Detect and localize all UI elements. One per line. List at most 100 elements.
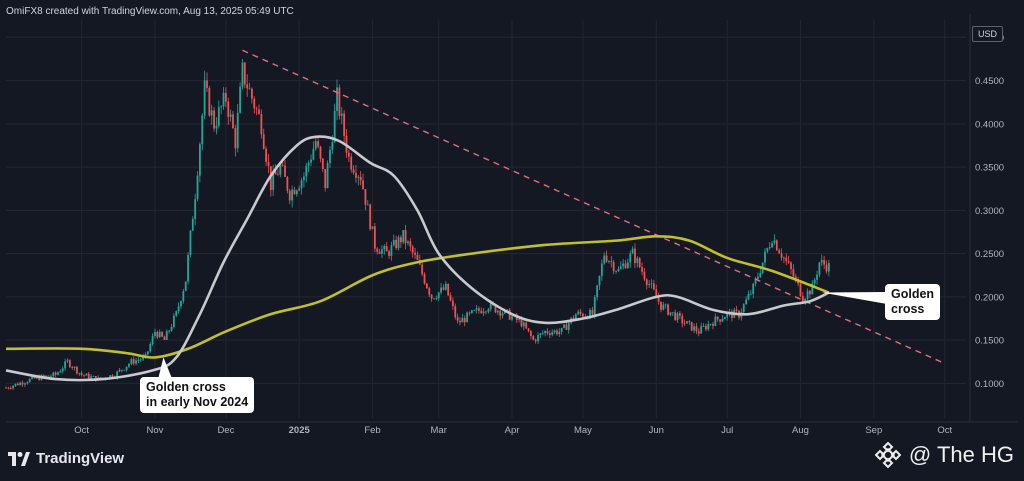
candle-body (371, 226, 374, 230)
candle-body (742, 304, 745, 313)
candle-body (366, 204, 369, 206)
candle-body (608, 261, 610, 263)
watermark-text: @ The HG (908, 442, 1014, 467)
candle-body (9, 388, 12, 390)
candle-body (487, 309, 490, 312)
candle-body (116, 371, 119, 378)
candle-body (24, 383, 26, 385)
candle-body (229, 114, 232, 117)
slow-moving-average-line (5, 235, 830, 359)
candle-body (303, 176, 305, 181)
candle-body (735, 309, 738, 311)
candle-body (196, 175, 199, 200)
candle-body (258, 109, 260, 114)
candle-body (78, 372, 81, 374)
candle-body (556, 330, 558, 335)
currency-label[interactable]: USD (972, 26, 1004, 42)
candle-body (364, 189, 367, 205)
candle-body (340, 113, 343, 116)
tradingview-brand[interactable]: TradingView (8, 450, 124, 467)
candle-body (764, 251, 766, 263)
candle-body (125, 366, 128, 370)
candle-body (790, 262, 792, 270)
candle-body (801, 296, 804, 302)
candle-body (128, 364, 130, 367)
candle-body (286, 176, 289, 191)
candle-body (577, 311, 580, 315)
golden-cross-callout-right: Golden cross (885, 284, 941, 320)
candle-body (376, 248, 379, 252)
candle-body (785, 257, 788, 262)
diamond-logo-icon (874, 442, 901, 468)
x-tick-label: Dec (217, 425, 234, 436)
candle-body (645, 279, 648, 286)
candle-body (707, 324, 710, 330)
candle-body (757, 276, 759, 279)
candle-body (768, 247, 771, 249)
callout-right-pointer (821, 292, 887, 304)
candle-body (629, 253, 632, 263)
candle-body (466, 312, 468, 323)
candle-body (522, 322, 525, 327)
candle-body (331, 142, 334, 150)
candle-body (80, 372, 83, 375)
candle-body (300, 180, 303, 189)
candle-body (553, 330, 556, 333)
candle-body (709, 324, 712, 325)
candle-body (669, 312, 672, 315)
candle-body (357, 176, 360, 178)
candle-body (624, 263, 627, 269)
candle-body (428, 288, 431, 295)
candle-body (447, 283, 450, 296)
candle-body (47, 375, 50, 377)
candle-body (783, 257, 785, 259)
candle-body (652, 283, 655, 290)
callout-left-pointer (157, 357, 174, 382)
candle-body (582, 313, 584, 317)
candle-body (690, 321, 693, 331)
x-tick-label: Apr (505, 425, 520, 436)
candle-body (766, 248, 769, 252)
candle-body (425, 283, 428, 289)
candle-body (201, 115, 204, 145)
candle-body (411, 246, 414, 253)
candle-body (433, 298, 435, 300)
candle-body (615, 271, 617, 272)
candle-body (175, 311, 178, 316)
candle-body (596, 285, 599, 298)
candle-body (430, 294, 433, 299)
candle-body (506, 309, 509, 311)
candle-body (511, 316, 513, 320)
x-tick-label: Mar (431, 425, 447, 436)
candle-body (324, 169, 327, 189)
candle-body (33, 376, 36, 379)
candle-body (667, 304, 669, 315)
candle-body (241, 62, 244, 87)
candle-body (314, 141, 317, 149)
candle-body (293, 189, 296, 195)
candle-body (26, 382, 29, 384)
candle-body (168, 330, 171, 332)
callout-pointers (157, 292, 887, 382)
candle-body (343, 113, 346, 136)
candle-body (530, 331, 532, 337)
candle-body (76, 366, 78, 374)
candle-body (525, 322, 528, 329)
candle-body (54, 372, 57, 375)
candle-body (714, 316, 717, 326)
candle-body (558, 331, 561, 335)
candle-body (825, 264, 828, 272)
candle-body (723, 317, 726, 320)
candle-body (688, 321, 691, 323)
candle-body (423, 274, 426, 284)
candle-body (421, 264, 424, 275)
y-tick-label: 0.3000 (975, 206, 1004, 217)
candle-body (355, 172, 357, 178)
candle-body (146, 351, 149, 355)
candle-body (210, 110, 213, 116)
candle-body (12, 385, 14, 389)
candle-body (291, 189, 294, 201)
candle-body (792, 269, 795, 277)
watermark: @ The HG (874, 442, 1014, 468)
candle-body (643, 271, 646, 280)
